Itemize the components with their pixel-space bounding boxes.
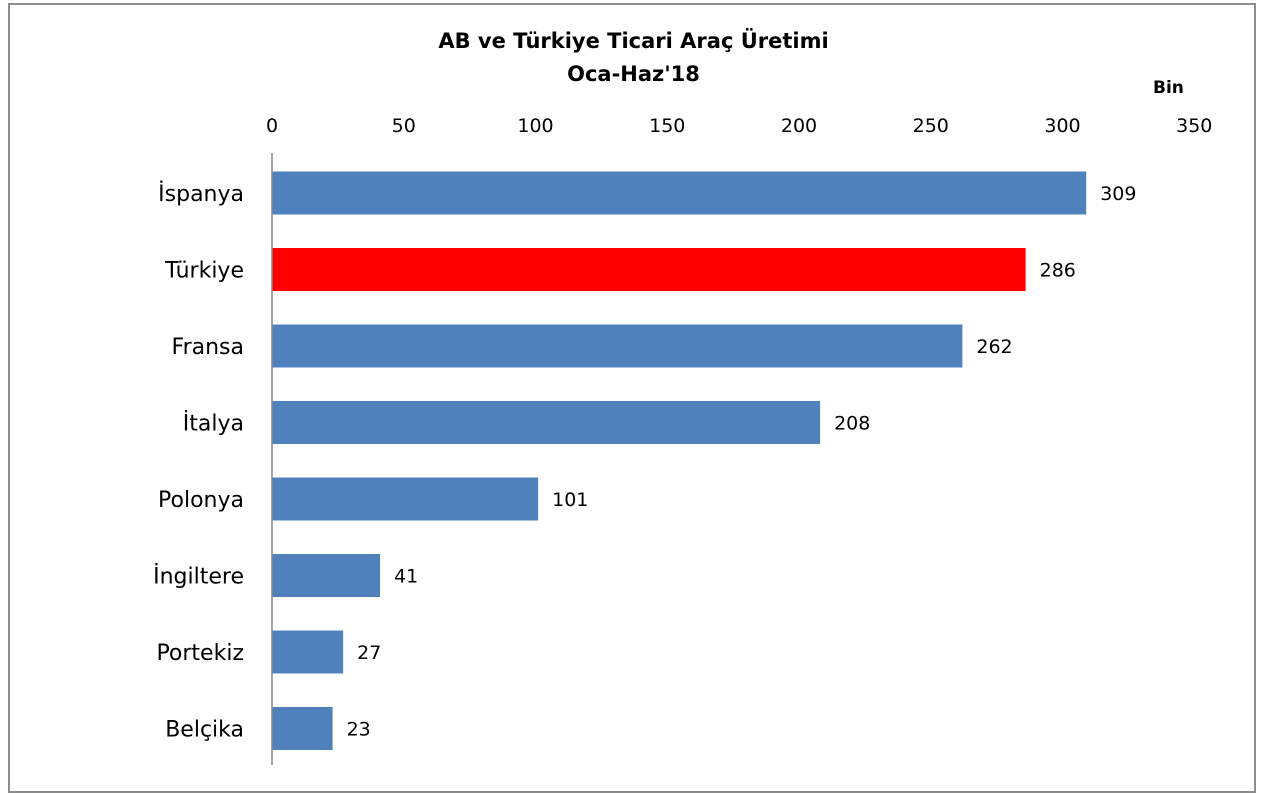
x-tick-label: 250: [913, 115, 949, 137]
bar: [272, 554, 381, 597]
category-label: Portekiz: [156, 641, 244, 666]
x-tick-label: 300: [1044, 115, 1080, 137]
category-label: İtalya: [183, 411, 244, 437]
data-label: 208: [834, 413, 870, 435]
x-tick-label: 0: [266, 115, 278, 137]
chart-frame: [8, 3, 1256, 793]
chart-subtitle: Oca-Haz'18: [567, 62, 700, 86]
x-tick-label: 350: [1176, 115, 1212, 137]
bar: [272, 248, 1026, 291]
data-label: 101: [552, 489, 588, 511]
chart-title: AB ve Türkiye Ticari Araç Üretimi: [438, 29, 829, 53]
x-tick-label: 200: [781, 115, 817, 137]
data-label: 309: [1100, 183, 1136, 205]
bar: [272, 401, 821, 444]
category-label: Türkiye: [164, 259, 244, 284]
bar: [272, 707, 333, 750]
category-label: Fransa: [172, 335, 244, 360]
category-label: İngiltere: [153, 564, 244, 590]
bar: [272, 630, 344, 674]
bar: [272, 171, 1087, 215]
x-tick-label: 50: [392, 115, 416, 137]
x-tick-label: 150: [649, 115, 685, 137]
unit-label: Bin: [1153, 78, 1184, 98]
category-label: Polonya: [158, 488, 244, 513]
data-label: 41: [394, 566, 418, 588]
bar: [272, 477, 539, 521]
data-label: 23: [347, 719, 371, 741]
data-label: 262: [976, 336, 1012, 358]
data-label: 27: [357, 642, 381, 664]
category-label: İspanya: [158, 181, 244, 207]
data-label: 286: [1040, 260, 1076, 282]
category-label: Belçika: [165, 718, 244, 743]
bar: [272, 324, 963, 368]
x-tick-label: 100: [517, 115, 553, 137]
